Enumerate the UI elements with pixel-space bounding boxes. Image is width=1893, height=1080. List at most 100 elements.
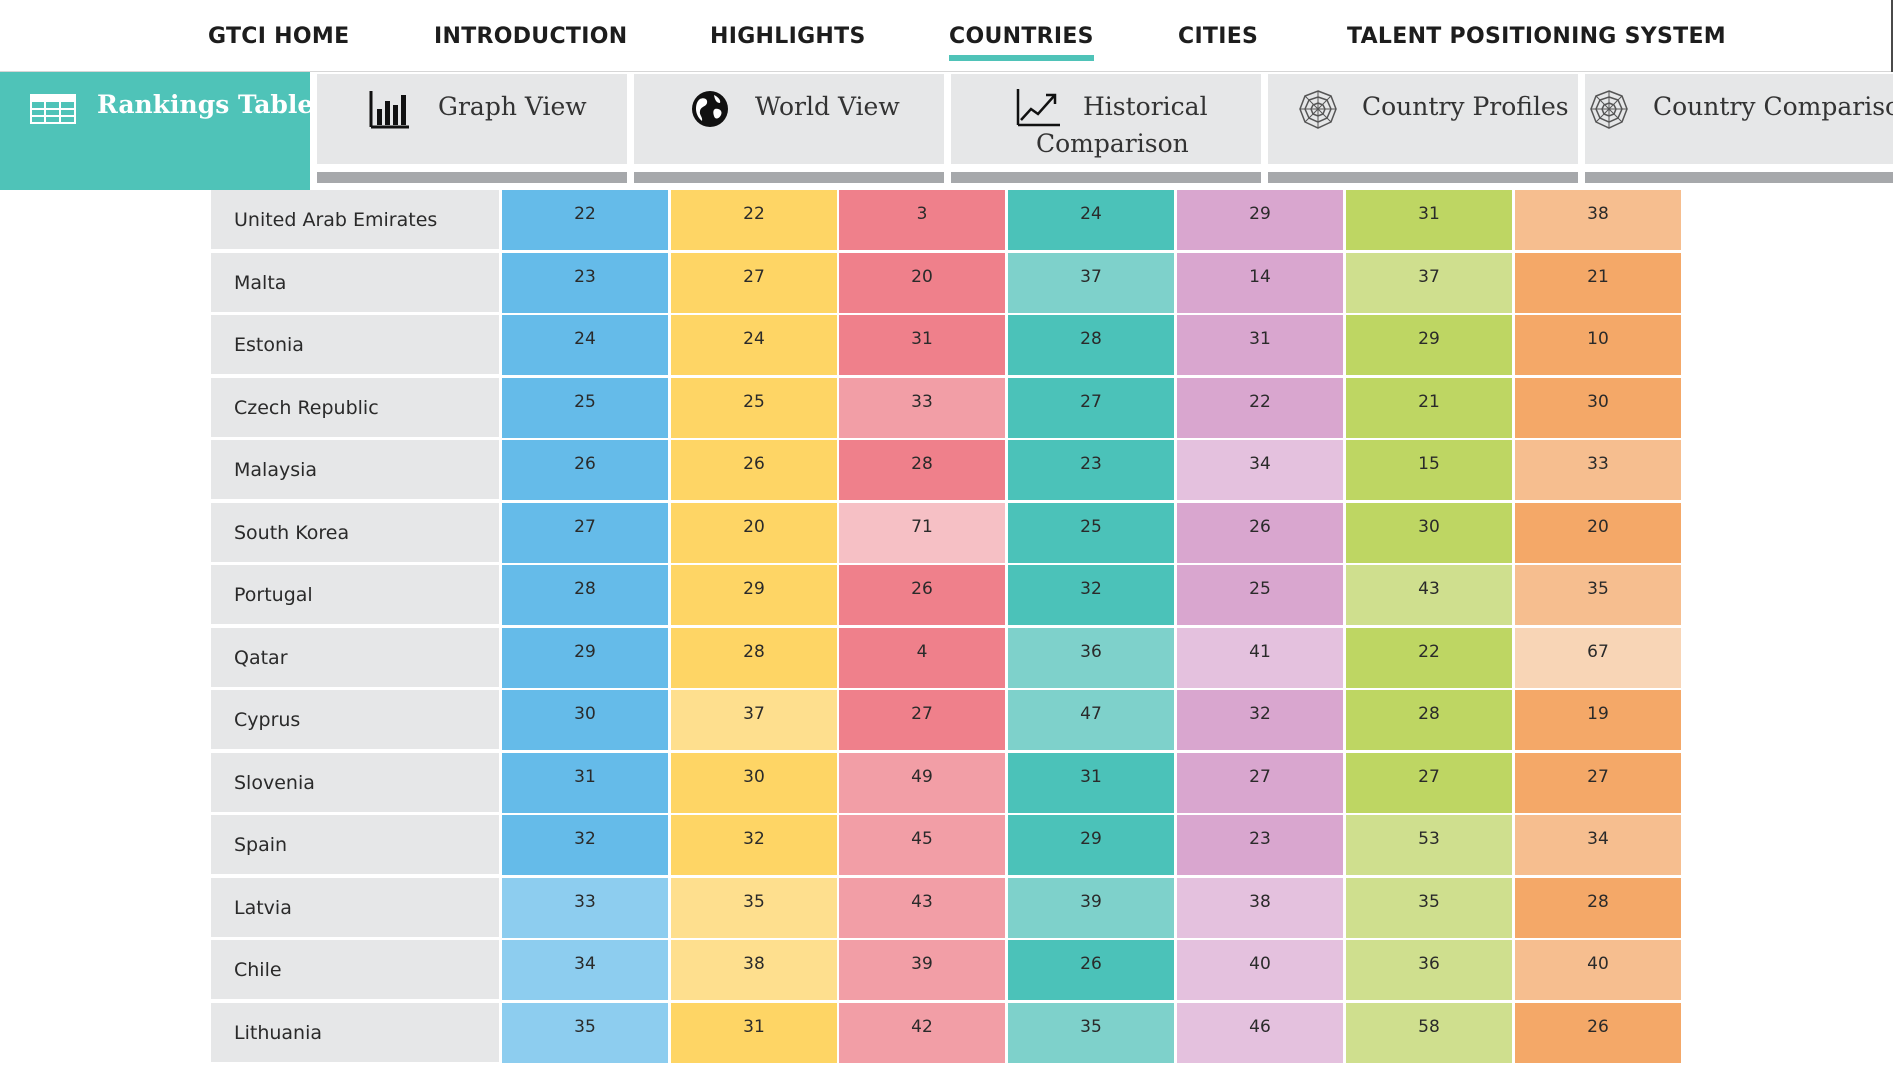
rank-value: 29 — [1080, 829, 1102, 849]
table-row[interactable]: Latvia 33 35 43 39 38 35 28 — [211, 877, 1681, 940]
rank-value: 30 — [1587, 391, 1609, 412]
rank-value: 23 — [574, 266, 596, 287]
nav-gtci-home[interactable]: GTCI HOME — [208, 24, 350, 49]
rank-cell: 37 — [1346, 252, 1512, 315]
table-row[interactable]: Malta 23 27 20 37 14 37 21 — [211, 252, 1681, 315]
rank-value: 35 — [1587, 579, 1609, 599]
tab-country-profiles[interactable]: Country Profiles — [1268, 74, 1578, 164]
table-row[interactable]: Cyprus 30 37 27 47 32 28 19 — [211, 690, 1681, 752]
tab-graph-view[interactable]: Graph View — [317, 74, 627, 164]
rank-value: 22 — [1249, 391, 1271, 412]
rank-value: 53 — [1418, 829, 1440, 849]
table-row[interactable]: Qatar 29 28 4 36 41 22 67 — [211, 627, 1681, 690]
rank-value: 30 — [743, 766, 765, 787]
rank-value: 24 — [743, 329, 765, 349]
country-name-cell: Latvia — [211, 877, 499, 939]
rank-value: 27 — [1587, 766, 1609, 787]
nav-talent-positioning-system[interactable]: TALENT POSITIONING SYSTEM — [1347, 24, 1726, 49]
table-row[interactable]: Chile 34 38 39 26 40 36 40 — [211, 940, 1681, 1002]
country-name: Portugal — [234, 584, 313, 606]
table-row[interactable]: Malaysia 26 26 28 23 34 15 33 — [211, 440, 1681, 502]
rank-cell: 22 — [1177, 377, 1343, 440]
rank-value: 29 — [1249, 204, 1271, 224]
tab-label: World View — [755, 92, 900, 121]
rank-value: 26 — [911, 579, 933, 599]
rank-value: 28 — [911, 454, 933, 474]
rank-cell: 39 — [839, 940, 1005, 1002]
rank-value: 37 — [1080, 266, 1102, 287]
country-name: Chile — [234, 959, 282, 981]
rank-cell: 34 — [1515, 815, 1681, 877]
table-row[interactable]: Slovenia 31 30 49 31 27 27 27 — [211, 752, 1681, 815]
country-name-cell: Chile — [211, 940, 499, 1001]
rank-cell: 39 — [1008, 877, 1174, 940]
rank-cell: 31 — [1177, 315, 1343, 377]
table-icon — [30, 94, 76, 129]
rank-cell: 15 — [1346, 440, 1512, 502]
rank-value: 4 — [916, 641, 928, 662]
table-row[interactable]: Lithuania 35 31 42 35 46 58 26 — [211, 1002, 1681, 1065]
rank-cell: 21 — [1515, 252, 1681, 315]
table-row[interactable]: Estonia 24 24 31 28 31 29 10 — [211, 315, 1681, 377]
country-name-cell: Malaysia — [211, 440, 499, 501]
country-name-cell: South Korea — [211, 502, 499, 564]
rank-cell: 43 — [1346, 565, 1512, 627]
rank-cell: 29 — [1177, 190, 1343, 252]
rank-value: 40 — [1249, 954, 1271, 974]
rank-cell: 47 — [1008, 690, 1174, 752]
rank-cell: 58 — [1346, 1002, 1512, 1065]
country-name: Czech Republic — [234, 396, 379, 419]
table-row[interactable]: South Korea 27 20 71 25 26 30 20 — [211, 502, 1681, 565]
nav-countries[interactable]: COUNTRIES — [949, 24, 1094, 61]
rank-value: 22 — [1418, 641, 1440, 662]
rank-cell: 35 — [1008, 1002, 1174, 1065]
line-chart-icon — [1016, 87, 1062, 132]
rank-value: 38 — [743, 954, 765, 974]
table-row[interactable]: Spain 32 32 45 29 23 53 34 — [211, 815, 1681, 877]
rank-value: 28 — [1418, 704, 1440, 724]
rank-value: 30 — [1418, 516, 1440, 537]
nav-introduction[interactable]: INTRODUCTION — [434, 24, 628, 49]
rank-value: 31 — [574, 766, 596, 787]
rank-value: 32 — [1080, 579, 1102, 599]
country-name: Latvia — [234, 896, 292, 919]
nav-cities[interactable]: CITIES — [1178, 24, 1259, 49]
tab-rankings-table[interactable]: Rankings Table — [0, 72, 314, 190]
rank-value: 20 — [1587, 516, 1609, 537]
rank-cell: 35 — [671, 877, 837, 940]
country-name-cell: United Arab Emirates — [211, 190, 499, 251]
table-row[interactable]: Czech Republic 25 25 33 27 22 21 30 — [211, 377, 1681, 440]
rank-value: 41 — [1249, 641, 1271, 662]
rank-cell: 34 — [1177, 440, 1343, 502]
rank-value: 24 — [574, 329, 596, 349]
rank-value: 31 — [1418, 204, 1440, 224]
table-row[interactable]: Portugal 28 29 26 32 25 43 35 — [211, 565, 1681, 627]
rank-cell: 35 — [1346, 877, 1512, 940]
tab-label: Country Profiles — [1362, 92, 1569, 121]
radar-icon — [1297, 89, 1339, 136]
rank-cell: 21 — [1346, 377, 1512, 440]
tab-world-view[interactable]: World View — [634, 74, 944, 164]
tab-historical-comparison[interactable]: Historical Comparison — [951, 74, 1261, 164]
rank-cell: 27 — [1346, 752, 1512, 815]
tab-label: Graph View — [438, 92, 587, 121]
rank-cell: 26 — [1008, 940, 1174, 1002]
rank-value: 20 — [911, 266, 933, 287]
rank-value: 27 — [574, 516, 596, 537]
rank-cell: 19 — [1515, 690, 1681, 752]
rank-value: 42 — [911, 1016, 933, 1037]
country-name-cell: Malta — [211, 252, 499, 314]
rank-cell: 43 — [839, 877, 1005, 940]
rank-cell: 40 — [1177, 940, 1343, 1002]
country-name-cell: Slovenia — [211, 752, 499, 814]
rank-value: 35 — [1418, 891, 1440, 912]
rank-cell: 14 — [1177, 252, 1343, 315]
tab-underline — [951, 172, 1261, 183]
rank-cell: 10 — [1515, 315, 1681, 377]
table-row[interactable]: United Arab Emirates 22 22 3 24 29 31 38 — [211, 190, 1681, 252]
rank-cell: 26 — [671, 440, 837, 502]
tab-country-comparison[interactable]: Country Comparison — [1585, 74, 1893, 164]
rank-cell: 25 — [502, 377, 668, 440]
tab-label: Rankings Table — [97, 90, 314, 119]
nav-highlights[interactable]: HIGHLIGHTS — [710, 24, 866, 49]
